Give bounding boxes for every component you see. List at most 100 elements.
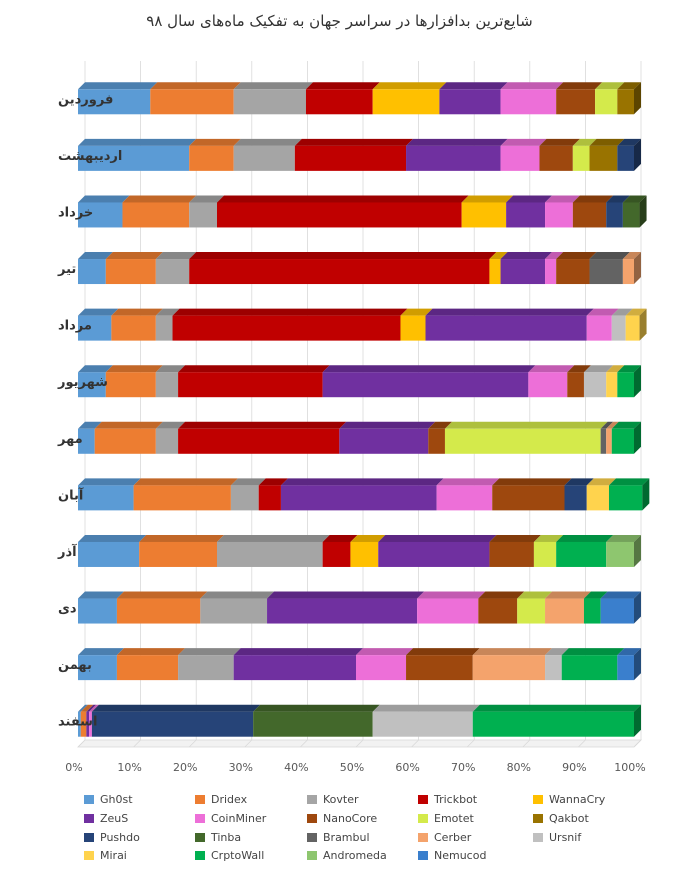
legend-swatch (195, 851, 205, 860)
bar-segment-top (444, 421, 608, 429)
category-label: مرداد (58, 319, 92, 334)
bar-segment-top (556, 534, 614, 542)
bar-segment-top (606, 365, 625, 373)
bar-segment-top (567, 365, 591, 373)
bar-segment-top (233, 82, 313, 90)
legend-item: Andromeda (307, 849, 387, 863)
bar-segment-top (78, 138, 197, 146)
bar-segment-top (472, 648, 553, 656)
bar-segment (444, 428, 601, 454)
legend-swatch (307, 795, 317, 804)
bar-segment (78, 89, 151, 115)
bar-segment (439, 89, 501, 115)
legend-label: Andromeda (323, 849, 387, 862)
bar-segment (178, 372, 323, 398)
bar-segment-top (528, 365, 575, 373)
bar-segment (372, 89, 440, 115)
bar-segment-top (78, 252, 113, 260)
legend-swatch (533, 833, 543, 842)
bar-segment (122, 202, 190, 228)
bar-segment-top (595, 82, 625, 90)
bar-segment-top (217, 534, 330, 542)
bar-side (634, 704, 641, 737)
bar-segment-top (155, 421, 186, 429)
legend-item: Nemucod (418, 849, 486, 863)
bar-segment (305, 89, 373, 115)
bar-segment-top (539, 138, 580, 146)
bar-segment (567, 372, 584, 398)
bar-segment (217, 202, 462, 228)
bar-segment (622, 259, 634, 285)
x-tick-label: 80% (507, 761, 531, 774)
category-label: مهر (57, 432, 83, 447)
bar-segment (600, 428, 607, 454)
bar-segment-top (611, 421, 641, 429)
bar-segment-top (94, 421, 163, 429)
category-label: اسفند (58, 715, 97, 730)
bar-side (634, 365, 641, 398)
bar-segment-top (545, 195, 580, 203)
bar-segment-top (189, 138, 241, 146)
legend-label: Gh0st (100, 793, 133, 806)
legend-item: Mirai (84, 849, 127, 863)
bar-segment-top (78, 704, 88, 712)
bar-segment-top (406, 138, 508, 146)
bar-segment (280, 485, 437, 511)
bar-side (642, 478, 650, 511)
legend-label: Ursnif (549, 831, 582, 844)
bar-segment (589, 259, 623, 285)
bar-segment (78, 711, 81, 737)
bar-segment-top (622, 252, 641, 260)
bar-segment (178, 655, 234, 681)
bar-segment-top (78, 308, 119, 316)
legend-label: NanoCore (323, 812, 378, 825)
legend-swatch (533, 814, 543, 823)
bar-segment-top (489, 252, 508, 260)
bar-segment (500, 259, 546, 285)
bar-segment-top (586, 478, 616, 486)
bar-segment-top (436, 478, 500, 486)
bar-segment (492, 485, 565, 511)
legend-swatch (195, 795, 205, 804)
bar-segment-top (139, 534, 224, 542)
legend-label: Pushdo (100, 831, 140, 844)
gridline-base (77, 739, 86, 748)
bar-segment (116, 655, 179, 681)
bar-segment (586, 315, 612, 341)
bar-segment (533, 541, 557, 567)
bar-segment (78, 259, 106, 285)
bar-segment-top (122, 195, 197, 203)
bar-segment (78, 598, 117, 624)
bar-segment-top (78, 195, 130, 203)
bar-segment (500, 145, 540, 171)
bar-segment (322, 372, 529, 398)
bar-segment (139, 541, 217, 567)
bar-segment-top (111, 308, 163, 316)
bar-segment-top (155, 365, 186, 373)
bar-segment-top (253, 704, 380, 712)
bar-segment-top (589, 252, 630, 260)
bar-segment-top (78, 478, 141, 486)
bar-segment (606, 372, 618, 398)
bar-segment-top (89, 704, 99, 712)
bar-segment (622, 202, 640, 228)
gridline-base (300, 739, 308, 748)
bar-side (639, 195, 647, 228)
bar-segment (78, 655, 117, 681)
bar-segment-top (556, 252, 597, 260)
legend-label: ZeuS (100, 812, 129, 825)
bar-segment-top (583, 591, 608, 599)
legend-swatch (307, 851, 317, 860)
bar-segment (436, 485, 493, 511)
bar-segment (608, 485, 643, 511)
bar-segment (617, 89, 634, 115)
bar-segment (155, 428, 179, 454)
bar-segment-top (556, 82, 603, 90)
bar-segment-top (105, 252, 163, 260)
legend-swatch (418, 851, 428, 860)
bar-segment-top (500, 82, 564, 90)
bar-segment-top (80, 704, 94, 712)
bar-segment-top (478, 591, 525, 599)
bar-segment-top (572, 138, 597, 146)
bar-segment (150, 89, 234, 115)
